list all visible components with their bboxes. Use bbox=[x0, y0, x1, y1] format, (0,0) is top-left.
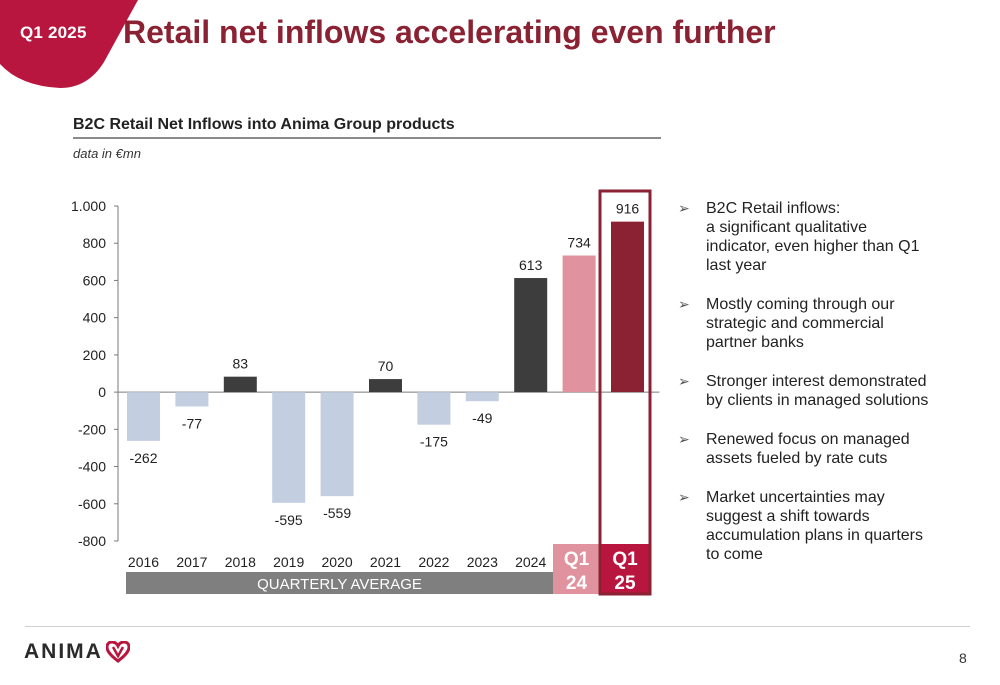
data-label: 613 bbox=[519, 257, 543, 273]
bullet-line: Renewed focus on managed bbox=[706, 431, 910, 448]
y-tick-label: -600 bbox=[78, 496, 106, 512]
bullet-line: indicator, even higher than Q1 bbox=[706, 238, 920, 255]
x-category-label: 2016 bbox=[128, 554, 159, 570]
page-number: 8 bbox=[959, 650, 967, 666]
bar-q1-24 bbox=[562, 255, 596, 393]
x-category-label: 2020 bbox=[322, 554, 353, 570]
chart-title: B2C Retail Net Inflows into Anima Group … bbox=[73, 116, 661, 139]
x-category-label: Q1 bbox=[564, 549, 590, 570]
bar-2023 bbox=[465, 392, 499, 402]
data-label: 70 bbox=[378, 358, 394, 374]
bullet-line: last year bbox=[706, 257, 767, 274]
bullet-line: accumulation plans in quarters bbox=[706, 527, 924, 544]
y-tick-label: 200 bbox=[83, 347, 107, 363]
page-title: Retail net inflows accelerating even fur… bbox=[123, 14, 776, 50]
x-category-label: 2022 bbox=[418, 554, 449, 570]
y-tick-label: 400 bbox=[83, 310, 107, 326]
x-category-label: 2023 bbox=[467, 554, 498, 570]
bullet-line: suggest a shift towards bbox=[706, 508, 870, 525]
bar-2016 bbox=[127, 392, 160, 441]
bar-2020 bbox=[320, 392, 354, 497]
arrow-right-icon: ➢ bbox=[678, 431, 690, 447]
data-label: -559 bbox=[323, 505, 351, 521]
bullet-line: Stronger interest demonstrated bbox=[706, 373, 927, 390]
arrow-right-icon: ➢ bbox=[678, 489, 690, 505]
bar-q1-25 bbox=[611, 221, 644, 393]
heart-logo-icon bbox=[105, 641, 130, 663]
bullet-item: ➢ Market uncertainties may suggest a shift… bbox=[678, 488, 968, 564]
footer-divider bbox=[25, 626, 970, 627]
x-category-label: 2018 bbox=[225, 554, 256, 570]
x-category-label: 2021 bbox=[370, 554, 401, 570]
data-label: -175 bbox=[420, 434, 448, 450]
arrow-right-icon: ➢ bbox=[678, 296, 690, 312]
company-logo: ANIMA bbox=[24, 640, 130, 664]
x-category-label: Q1 bbox=[612, 549, 638, 570]
data-label: -49 bbox=[472, 410, 492, 426]
data-label: -595 bbox=[275, 512, 303, 528]
highlight-frame bbox=[598, 189, 652, 596]
bar-chart: 1.000 800 600 400 200 0 -200 -400 -600 -800 -262 -7… bbox=[71, 189, 660, 596]
bullet-line: to come bbox=[706, 546, 763, 563]
chart-subtitle: data in €mn bbox=[73, 146, 141, 161]
arrow-right-icon: ➢ bbox=[678, 200, 690, 216]
period-badge: Q1 2025 bbox=[20, 23, 87, 42]
bar-2017 bbox=[175, 392, 209, 407]
quarterly-average-band bbox=[126, 572, 553, 594]
y-tick-label: -200 bbox=[78, 421, 106, 437]
bullet-list: ➢ B2C Retail inflows: a significant qualit… bbox=[678, 199, 968, 584]
x-category-label: 2024 bbox=[515, 554, 546, 570]
bullet-item: ➢ Mostly coming through our strategic and … bbox=[678, 295, 968, 352]
arrow-right-icon: ➢ bbox=[678, 373, 690, 389]
x-category-label: 2017 bbox=[176, 554, 207, 570]
y-tick-label: 800 bbox=[83, 235, 107, 251]
bullet-item: ➢ Stronger interest demonstrated by client… bbox=[678, 372, 968, 410]
header-corner-shape bbox=[0, 0, 138, 88]
bullet-item: ➢ Renewed focus on managed assets fueled b… bbox=[678, 430, 968, 468]
q1-25-label-box bbox=[601, 544, 649, 594]
data-label: 83 bbox=[233, 356, 249, 372]
bullet-item: ➢ B2C Retail inflows: a significant qualit… bbox=[678, 199, 968, 275]
y-tick-label: -400 bbox=[78, 459, 106, 475]
bullet-line: Market uncertainties may bbox=[706, 489, 885, 506]
y-tick-label: -800 bbox=[78, 533, 106, 549]
bar-2022 bbox=[417, 392, 451, 425]
y-tick-label: 600 bbox=[83, 272, 107, 288]
bullet-line: Mostly coming through our bbox=[706, 296, 895, 313]
bar-2018 bbox=[223, 376, 257, 393]
bullet-line: B2C Retail inflows: bbox=[706, 200, 841, 217]
data-label: -77 bbox=[182, 415, 202, 431]
bar-2021 bbox=[369, 379, 402, 393]
bar-2019 bbox=[272, 392, 306, 503]
x-category-label: 24 bbox=[566, 573, 588, 594]
bullet-line: partner banks bbox=[706, 334, 804, 351]
data-label: -262 bbox=[129, 450, 157, 466]
logo-text: ANIMA bbox=[24, 640, 103, 663]
bar-2024 bbox=[514, 278, 548, 393]
y-tick-label: 1.000 bbox=[71, 198, 106, 214]
bullet-line: a significant qualitative bbox=[706, 219, 867, 236]
quarterly-average-label: QUARTERLY AVERAGE bbox=[257, 576, 422, 593]
y-tick-label: 0 bbox=[98, 384, 106, 400]
x-category-label: 25 bbox=[614, 573, 636, 594]
bullet-line: strategic and commercial bbox=[706, 315, 884, 332]
data-label: 734 bbox=[567, 235, 591, 251]
q1-24-label-box bbox=[553, 544, 600, 594]
data-label: 916 bbox=[616, 201, 640, 217]
x-category-label: 2019 bbox=[273, 554, 304, 570]
bullet-line: by clients in managed solutions bbox=[706, 392, 929, 409]
bullet-line: assets fueled by rate cuts bbox=[706, 450, 888, 467]
